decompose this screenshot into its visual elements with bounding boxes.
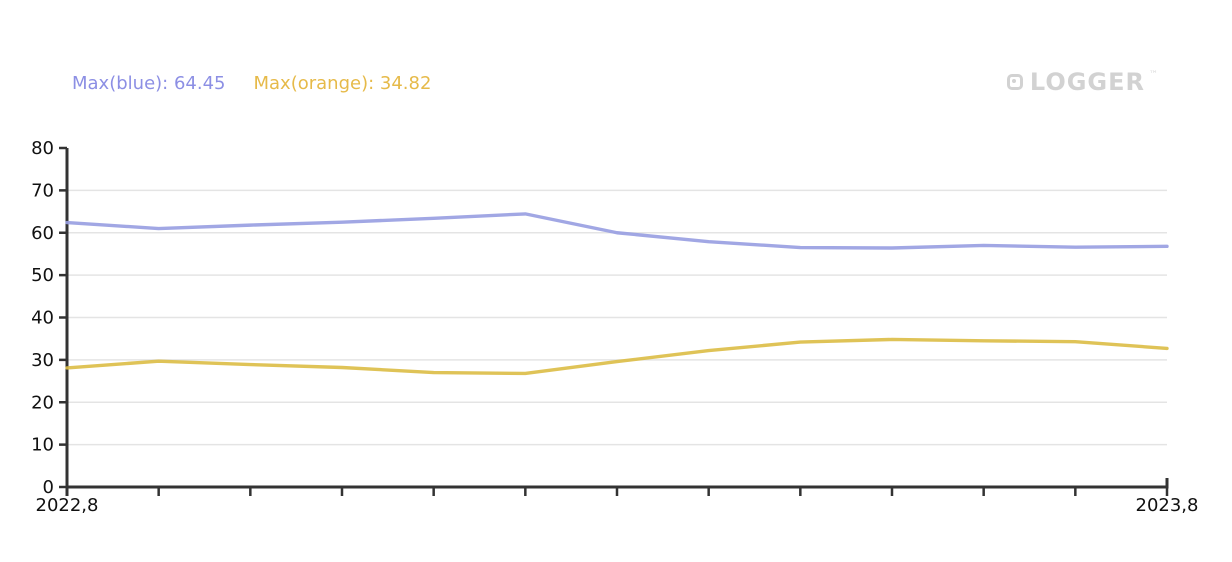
y-tick-label: 0 — [43, 477, 54, 498]
legend: Max(blue): 64.45 Max(orange): 34.82 — [72, 73, 431, 94]
orange-series-line — [65, 337, 1169, 376]
rounded-square-icon — [1006, 74, 1023, 90]
x-axis-start-label: 2022,8 — [35, 495, 99, 516]
y-tick-label: 80 — [31, 138, 54, 159]
y-tick-label: 50 — [31, 265, 54, 286]
legend-max-blue: Max(blue): 64.45 — [72, 73, 226, 94]
y-tick-label: 30 — [31, 350, 54, 371]
x-axis-end-label: 2023,8 — [1135, 495, 1199, 516]
y-tick-label: 60 — [31, 223, 54, 244]
axes — [65, 148, 1169, 496]
legend-max-orange: Max(orange): 34.82 — [253, 73, 432, 94]
y-tick-label: 10 — [31, 435, 54, 456]
blue-series-line — [65, 212, 1169, 250]
logger-logo-text: LOGGER — [1029, 68, 1145, 96]
y-tick-label: 20 — [31, 392, 54, 413]
y-tick-label: 40 — [31, 308, 54, 329]
trademark-icon: ™ — [1149, 70, 1158, 80]
logger-logo: LOGGER ™ — [1006, 68, 1158, 96]
y-tick-label: 70 — [31, 180, 54, 201]
